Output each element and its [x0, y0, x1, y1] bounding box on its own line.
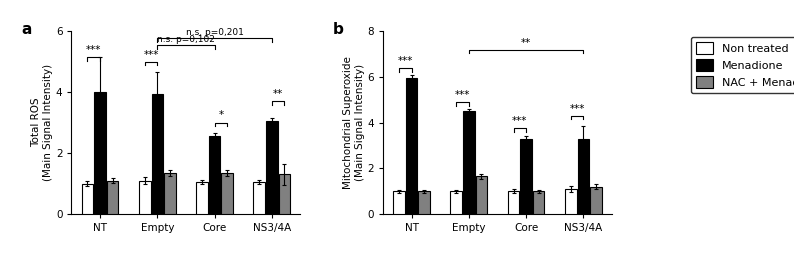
- Text: ***: ***: [569, 104, 584, 114]
- Bar: [222, 173, 233, 214]
- Bar: [107, 181, 118, 214]
- Text: ***: ***: [86, 45, 102, 55]
- Bar: [450, 191, 462, 214]
- Bar: [139, 181, 151, 214]
- Y-axis label: Mitochondrial Superoxide
(Main Signal Intensity): Mitochondrial Superoxide (Main Signal In…: [343, 56, 364, 189]
- Text: ***: ***: [455, 90, 470, 100]
- Legend: Non treated, Menadione, NAC + Menadione: Non treated, Menadione, NAC + Menadione: [691, 37, 794, 93]
- Text: **: **: [273, 89, 283, 99]
- Text: **: **: [521, 38, 531, 48]
- Bar: [507, 191, 519, 214]
- Bar: [393, 191, 405, 214]
- Bar: [253, 182, 265, 214]
- Text: *: *: [218, 110, 223, 121]
- Bar: [406, 78, 418, 214]
- Bar: [476, 176, 488, 214]
- Bar: [266, 121, 278, 214]
- Text: ***: ***: [512, 116, 527, 126]
- Bar: [565, 189, 576, 214]
- Bar: [463, 111, 475, 214]
- Bar: [577, 139, 589, 214]
- Text: ***: ***: [398, 56, 413, 66]
- Bar: [94, 92, 106, 214]
- Text: b: b: [333, 22, 344, 37]
- Bar: [533, 191, 545, 214]
- Bar: [164, 173, 175, 214]
- Text: n.s. p=0,102: n.s. p=0,102: [157, 34, 215, 44]
- Bar: [209, 136, 221, 214]
- Bar: [82, 183, 93, 214]
- Y-axis label: Total ROS
(Main Signal Intensity): Total ROS (Main Signal Intensity): [32, 64, 53, 181]
- Text: n.s. p=0,201: n.s. p=0,201: [186, 28, 244, 37]
- Bar: [520, 139, 532, 214]
- Text: ***: ***: [144, 50, 159, 60]
- Bar: [196, 182, 208, 214]
- Text: a: a: [21, 22, 32, 37]
- Bar: [418, 191, 430, 214]
- Bar: [590, 187, 602, 214]
- Bar: [152, 94, 163, 214]
- Bar: [279, 174, 291, 214]
